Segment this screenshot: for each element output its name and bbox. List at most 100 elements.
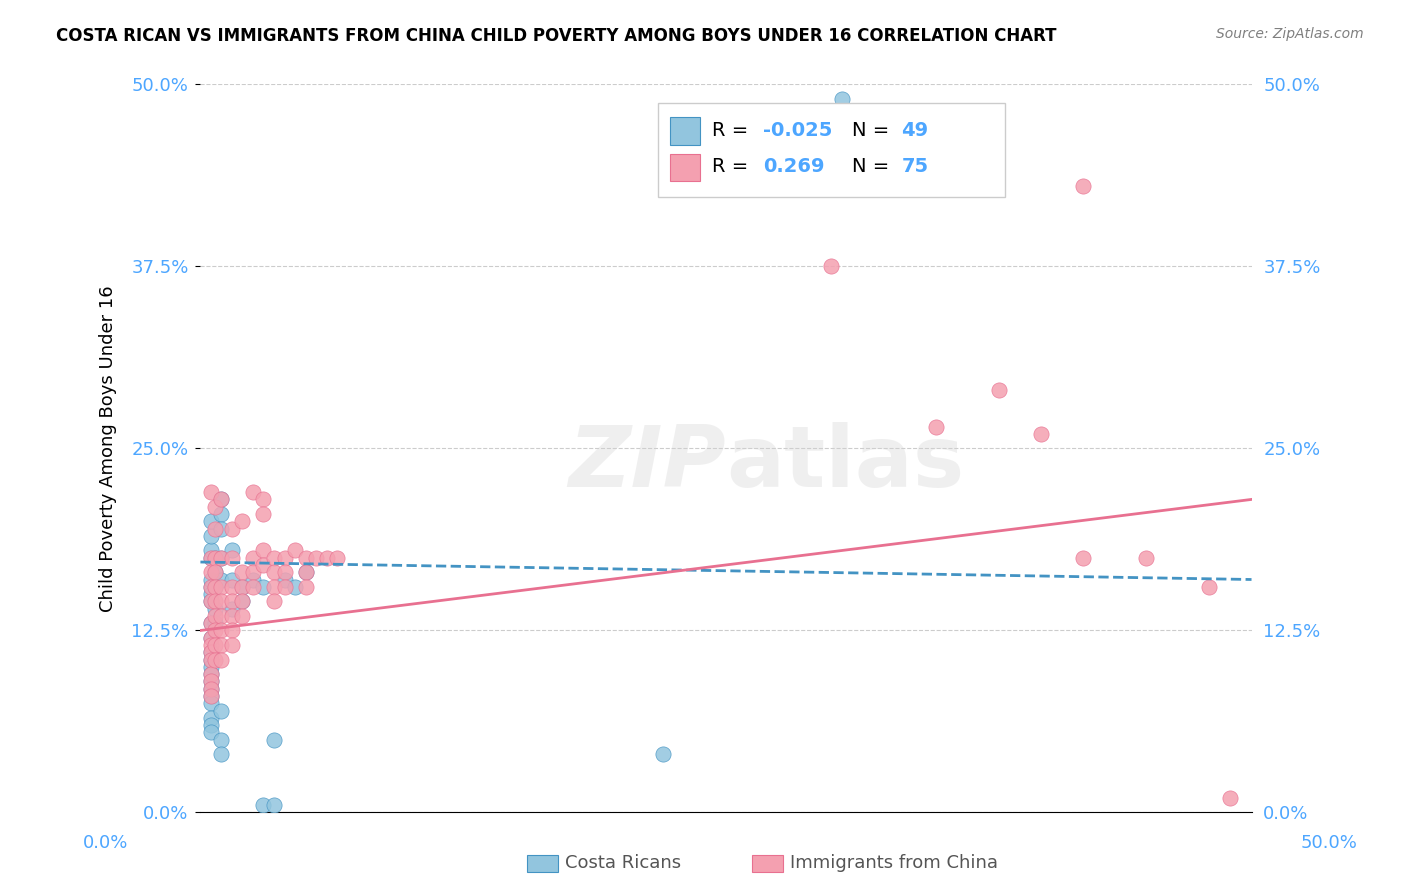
Point (200, 660, 222, 674)
Point (200, 550, 222, 565)
Point (221, 594, 243, 608)
Point (831, 92, 853, 106)
Point (263, 566, 285, 580)
Point (200, 681, 222, 696)
Point (231, 608, 253, 623)
Point (211, 550, 233, 565)
Point (204, 580, 226, 594)
Point (200, 711, 222, 725)
Text: 50.0%: 50.0% (1301, 834, 1357, 852)
Point (221, 608, 243, 623)
Point (204, 522, 226, 536)
Point (315, 550, 337, 565)
Point (211, 608, 233, 623)
Point (231, 594, 253, 608)
Point (221, 573, 243, 587)
Point (204, 594, 226, 608)
Point (200, 652, 222, 666)
Point (204, 601, 226, 615)
Point (200, 594, 222, 608)
Text: COSTA RICAN VS IMMIGRANTS FROM CHINA CHILD POVERTY AMONG BOYS UNDER 16 CORRELATI: COSTA RICAN VS IMMIGRANTS FROM CHINA CHI… (56, 27, 1057, 45)
Point (305, 550, 328, 565)
Point (200, 550, 222, 565)
Point (204, 624, 226, 638)
Point (242, 566, 264, 580)
Point (231, 514, 253, 528)
Point (651, 747, 673, 762)
Point (252, 798, 274, 813)
Point (200, 681, 222, 696)
Text: N =: N = (852, 120, 896, 140)
Text: R =: R = (713, 157, 755, 177)
Point (200, 667, 222, 681)
Point (221, 638, 243, 652)
Point (200, 485, 222, 500)
Point (231, 566, 253, 580)
Text: Costa Ricans: Costa Ricans (565, 855, 682, 872)
Point (284, 543, 307, 558)
Point (200, 667, 222, 681)
Point (326, 550, 349, 565)
Point (211, 747, 233, 762)
Point (211, 652, 233, 666)
Point (294, 566, 316, 580)
Point (204, 550, 226, 565)
Point (211, 492, 233, 507)
Point (200, 645, 222, 659)
Point (231, 580, 253, 594)
Y-axis label: Child Poverty Among Boys Under 16: Child Poverty Among Boys Under 16 (100, 285, 117, 612)
Point (211, 594, 233, 608)
Point (221, 543, 243, 558)
Point (200, 573, 222, 587)
Point (273, 573, 295, 587)
Point (200, 580, 222, 594)
Point (221, 522, 243, 536)
Point (200, 652, 222, 666)
Point (211, 732, 233, 747)
Point (294, 580, 316, 594)
Point (200, 631, 222, 645)
Point (200, 645, 222, 659)
Point (263, 594, 285, 608)
Point (204, 638, 226, 652)
Point (200, 674, 222, 689)
Point (211, 638, 233, 652)
Point (252, 492, 274, 507)
Point (200, 696, 222, 710)
Point (200, 566, 222, 580)
Point (284, 580, 307, 594)
Point (263, 798, 285, 813)
Point (200, 580, 222, 594)
Point (204, 550, 226, 565)
Point (200, 638, 222, 652)
Point (252, 507, 274, 521)
Point (252, 543, 274, 558)
Point (1219, 791, 1241, 805)
Point (204, 652, 226, 666)
Text: 0.0%: 0.0% (83, 834, 128, 852)
Point (231, 580, 253, 594)
Point (204, 566, 226, 580)
Point (211, 580, 233, 594)
Text: 0.269: 0.269 (763, 157, 824, 177)
Point (204, 608, 226, 623)
Text: -0.025: -0.025 (763, 120, 832, 140)
Point (200, 543, 222, 558)
FancyBboxPatch shape (658, 103, 1004, 197)
Point (204, 566, 226, 580)
Point (200, 616, 222, 631)
Point (263, 550, 285, 565)
Point (263, 732, 285, 747)
Point (211, 492, 233, 507)
Point (273, 550, 295, 565)
Text: atlas: atlas (725, 422, 965, 505)
Point (200, 529, 222, 543)
Text: Immigrants from China: Immigrants from China (790, 855, 998, 872)
Point (242, 580, 264, 594)
Point (988, 383, 1011, 397)
Text: 75: 75 (901, 157, 928, 177)
Text: 49: 49 (901, 120, 928, 140)
Point (211, 550, 233, 565)
Point (273, 566, 295, 580)
Point (211, 624, 233, 638)
